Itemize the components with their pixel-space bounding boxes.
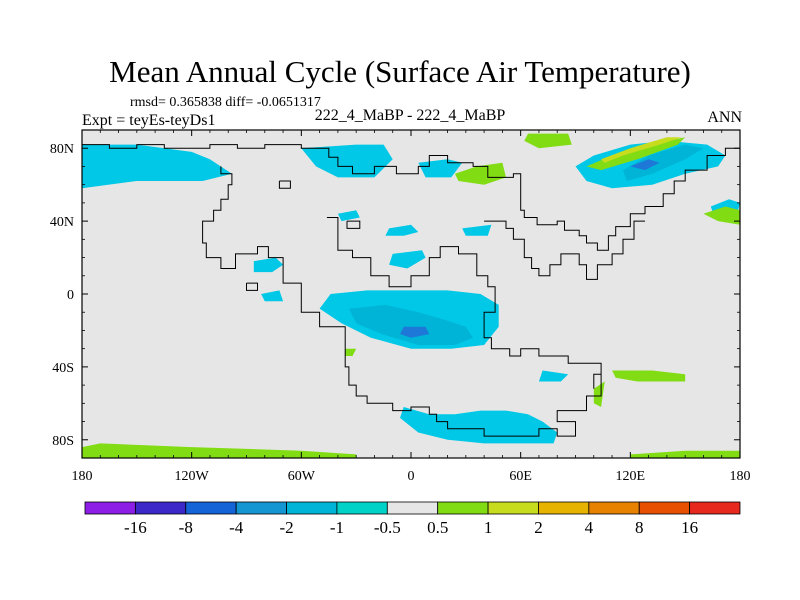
coastline-segment	[593, 373, 602, 389]
colorbar-label: 2	[534, 518, 543, 537]
anomaly-region-1	[454, 162, 506, 185]
x-tick-label: 60E	[509, 469, 532, 484]
anomaly-region--1	[389, 250, 426, 269]
colorbar-label: 16	[681, 518, 698, 537]
anomaly-region--1	[400, 407, 558, 444]
y-tick-label: 40N	[50, 215, 74, 230]
y-tick-label: 80N	[50, 142, 74, 157]
anomaly-region--1	[301, 144, 393, 178]
colorbar-label: -2	[279, 518, 293, 537]
season-label: ANN	[707, 109, 742, 126]
colorbar-swatch	[286, 501, 338, 515]
colorbar: -16 -8 -4 -2 -1 -0.5 0.5 1 2 4 8 16	[84, 501, 741, 537]
anomaly-regions	[82, 133, 740, 458]
coastline-island	[246, 282, 258, 291]
anomaly-region-1	[82, 443, 357, 458]
colorbar-swatch	[386, 501, 439, 515]
x-tick-label: 0	[408, 469, 415, 484]
statistics-label: rmsd= 0.365838 diff= -0.0651317	[130, 95, 321, 110]
colorbar-label: -1	[330, 518, 344, 537]
coastline-segment	[202, 166, 602, 437]
anomaly-region-1	[703, 206, 740, 225]
map-axes: 180 120W 60W 0 60E 120E 180 80N 40N 0 40S 80S	[50, 130, 751, 484]
coastline-north	[82, 130, 740, 251]
anomaly-region--4	[630, 159, 660, 171]
y-tick-label: 40S	[52, 361, 74, 376]
coastline-segment	[484, 220, 645, 280]
y-tick-label: 80S	[52, 434, 74, 449]
colorbar-label: -0.5	[374, 518, 401, 537]
colorbar-swatch	[538, 501, 590, 515]
colorbar-label: 0.5	[427, 518, 448, 537]
x-tick-label: 180	[730, 469, 751, 484]
colorbar-swatch	[185, 501, 237, 515]
anomaly-region--2	[348, 304, 474, 345]
coastline-island	[278, 180, 291, 189]
anomaly-region--1	[462, 224, 492, 236]
y-tick-label: 0	[67, 288, 74, 303]
anomaly-region--4	[400, 326, 430, 338]
colorbar-swatch	[134, 501, 187, 515]
colorbar-label: -4	[229, 518, 244, 537]
anomaly-region--1	[538, 370, 569, 382]
colorbar-swatch	[235, 501, 287, 515]
coastlines	[82, 130, 740, 437]
colorbar-label: 4	[585, 518, 594, 537]
anomaly-region--1	[385, 224, 419, 236]
x-tick-label: 120E	[616, 469, 646, 484]
anomaly-region-1	[630, 450, 740, 458]
colorbar-swatch	[336, 501, 388, 515]
experiment-label: Expt = teyEs-teyDs1	[82, 112, 216, 129]
anomaly-region--1	[253, 257, 284, 273]
anomaly-region-2	[601, 137, 682, 163]
plot-title: Mean Annual Cycle (Surface Air Temperatu…	[109, 54, 691, 89]
anomaly-region-1	[593, 381, 605, 407]
colorbar-swatch	[588, 501, 640, 515]
colorbar-label: -8	[179, 518, 193, 537]
x-tick-label: 60W	[288, 469, 316, 484]
colorbar-label: 1	[484, 518, 493, 537]
anomaly-region--1	[82, 144, 232, 189]
colorbar-label: 8	[635, 518, 644, 537]
colorbar-swatch	[84, 501, 136, 515]
anomaly-region-1	[612, 370, 686, 382]
anomaly-region-1	[524, 133, 572, 149]
x-tick-label: 120W	[175, 469, 210, 484]
x-tick-label: 180	[72, 469, 93, 484]
colorbar-swatch	[638, 501, 691, 515]
anomaly-region--1	[261, 290, 284, 302]
anomaly-region--2	[623, 144, 704, 181]
colorbar-swatch	[689, 501, 741, 515]
coastline-island	[346, 220, 361, 229]
anomaly-region-1	[345, 348, 357, 356]
colorbar-swatch	[487, 501, 539, 515]
anomaly-region--1	[337, 210, 360, 222]
colorbar-swatch	[437, 501, 489, 515]
anomaly-region-1	[586, 137, 686, 171]
colorbar-label: -16	[124, 518, 147, 537]
comparison-label: 222_4_MaBP - 222_4_MaBP	[314, 107, 506, 124]
